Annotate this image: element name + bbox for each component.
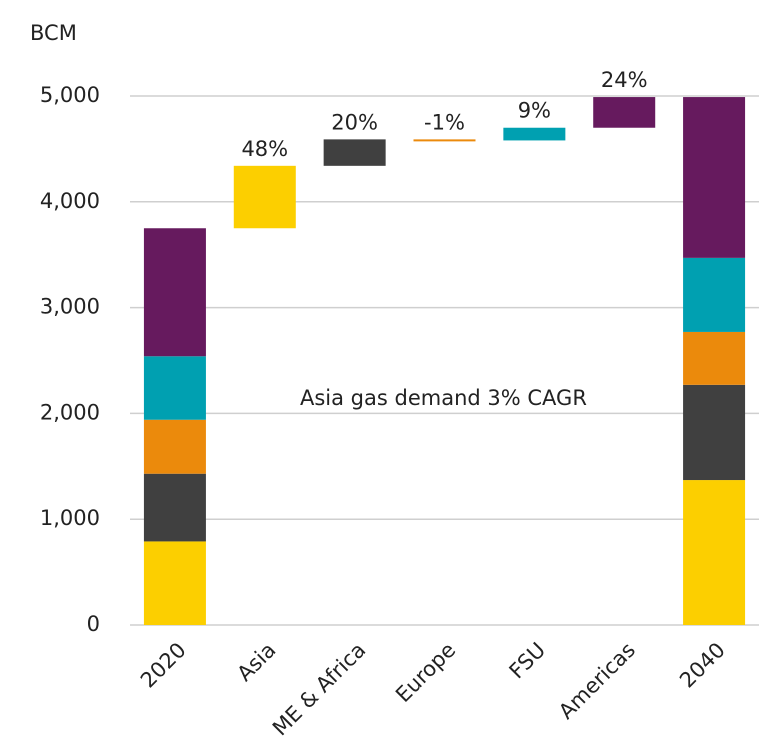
x-tick-label: ME & Africa xyxy=(268,638,371,741)
growth-label: 9% xyxy=(518,99,551,123)
bar-segment xyxy=(143,356,206,420)
y-tick-label: 0 xyxy=(87,612,100,636)
y-tick-label: 1,000 xyxy=(40,506,100,530)
bar-segment xyxy=(143,419,206,474)
bar-segment xyxy=(143,541,206,625)
growth-label: -1% xyxy=(424,110,465,134)
bar-segment xyxy=(683,257,746,332)
bar-segment xyxy=(683,97,746,258)
bar-segment xyxy=(683,331,746,385)
x-tick-label: Asia xyxy=(232,638,280,686)
annotation: Asia gas demand 3% CAGR xyxy=(300,386,587,410)
y-tick-label: 2,000 xyxy=(40,400,100,424)
y-axis-label: BCM xyxy=(30,21,77,45)
growth-label: 48% xyxy=(241,137,288,161)
bar-segment xyxy=(143,473,206,542)
growth-label: 20% xyxy=(331,110,378,134)
x-tick-label: Europe xyxy=(391,638,460,707)
change-bar xyxy=(593,97,656,128)
y-tick-label: 3,000 xyxy=(40,295,100,319)
change-bar xyxy=(413,139,476,142)
y-tick-label: 5,000 xyxy=(40,83,100,107)
bar-segment xyxy=(143,228,206,357)
growth-label: 24% xyxy=(601,68,648,92)
x-tick-label: FSU xyxy=(505,638,551,684)
x-tick-label: 2040 xyxy=(675,638,730,693)
x-tick-label: 2020 xyxy=(136,638,191,693)
x-tick-label: Americas xyxy=(554,638,640,724)
change-bar xyxy=(323,139,386,166)
y-tick-label: 4,000 xyxy=(40,189,100,213)
change-bar xyxy=(233,165,296,229)
bar-segment xyxy=(683,384,746,481)
bar-segment xyxy=(683,480,746,625)
change-bar xyxy=(503,127,566,141)
